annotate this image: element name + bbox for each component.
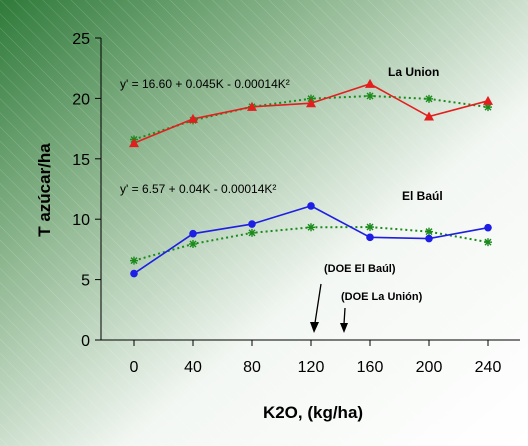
series-label-el-baul: El Baúl [402, 189, 443, 203]
fit-point-el-baul-160 [366, 223, 374, 232]
data-point-la-union-0 [129, 138, 139, 148]
fit-point-la-union-160 [366, 91, 374, 100]
x-tick-group: 0 40 80 120 160 200 240 [130, 340, 502, 376]
data-point-el-baul-0 [130, 269, 138, 278]
data-point-la-union-200 [424, 111, 434, 121]
fit-label-el-baul: y' = 6.57 + 0.04K - 0.00014K² [120, 182, 276, 196]
series-group [129, 78, 493, 278]
fit-point-el-baul-200 [425, 227, 433, 236]
fit-point-el-baul-120 [307, 223, 315, 232]
fit-point-la-union-200 [425, 94, 433, 103]
y-tick-label-15: 15 [72, 152, 90, 169]
data-point-el-baul-40 [189, 229, 197, 238]
x-tick-label-80: 80 [243, 359, 261, 376]
annotation-doe-el-baul: (DOE El Baúl) [324, 263, 396, 275]
y-axis-title: T azúcar/ha [35, 143, 54, 237]
series-label-la-union: La Union [388, 65, 439, 79]
x-tick-label-0: 0 [130, 359, 139, 376]
data-point-el-baul-120 [307, 202, 315, 210]
fit-label-la-union: y' = 16.60 + 0.045K - 0.00014K² [120, 77, 290, 91]
x-tick-label-40: 40 [184, 359, 202, 376]
x-tick-label-200: 200 [416, 359, 443, 376]
annotation-doe-la-union: (DOE La Unión) [341, 291, 423, 303]
y-tick-label-25: 25 [72, 31, 90, 48]
data-point-el-baul-240 [484, 223, 492, 232]
x-tick-label-120: 120 [298, 359, 325, 376]
fit-point-la-union-240 [484, 103, 492, 112]
fit-point-el-baul-40 [189, 239, 197, 248]
fit-point-el-baul-0 [130, 256, 138, 265]
fit-point-el-baul-80 [248, 228, 256, 237]
x-axis-title: K2O, (kg/ha) [263, 403, 363, 422]
data-point-la-union-80 [247, 101, 257, 111]
annotation-arrow-el-baul [314, 283, 322, 324]
annotation-arrowhead-el-baul [310, 322, 319, 333]
y-tick-label-10: 10 [72, 212, 90, 229]
annotation-arrowhead-la-union [340, 323, 348, 333]
fit-point-el-baul-240 [484, 238, 492, 247]
data-point-la-union-240 [483, 95, 493, 105]
data-point-el-baul-80 [248, 220, 256, 228]
y-tick-label-0: 0 [81, 333, 90, 350]
annotation-arrow-la-union [343, 307, 346, 325]
y-tick-label-20: 20 [72, 91, 90, 108]
data-point-la-union-120 [306, 98, 316, 108]
x-tick-label-240: 240 [475, 359, 502, 376]
data-point-el-baul-160 [366, 233, 374, 242]
data-point-la-union-160 [365, 78, 375, 88]
data-point-la-union-40 [188, 113, 198, 123]
x-tick-label-160: 160 [357, 359, 384, 376]
data-point-el-baul-200 [425, 234, 433, 243]
y-tick-label-5: 5 [81, 273, 90, 290]
y-tick-group: 0 5 10 15 20 25 [72, 31, 101, 350]
